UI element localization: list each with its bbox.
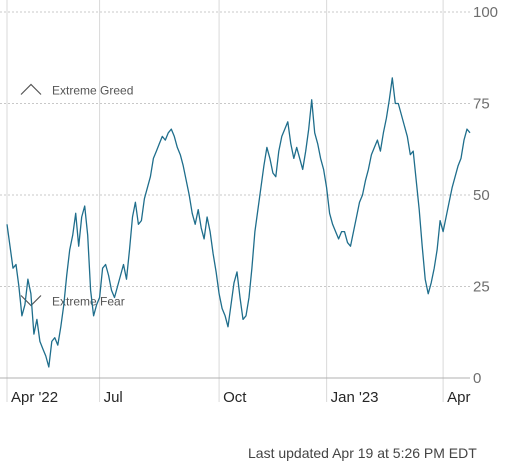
x-tick-label: Jan '23	[331, 389, 379, 406]
zone-annotation: Extreme Fear	[20, 295, 125, 309]
y-tick-label: 50	[473, 187, 490, 204]
x-tick-label: Apr '22	[11, 389, 58, 406]
grid-lines	[0, 0, 470, 402]
x-tick-label: Oct	[223, 389, 247, 406]
chevron-up-icon	[20, 83, 42, 95]
zone-label: Extreme Greed	[52, 84, 133, 98]
zone-label: Extreme Fear	[52, 295, 125, 309]
y-tick-label: 25	[473, 279, 490, 296]
series-line	[6, 77, 471, 368]
zone-annotations: Extreme Greed Extreme Fear	[20, 83, 133, 309]
x-tick-label: Jul	[104, 389, 123, 406]
chevron-down-icon	[20, 295, 42, 307]
x-axis-ticks: Apr '22 Jul Oct Jan '23 Apr	[11, 389, 470, 406]
zone-annotation: Extreme Greed	[20, 83, 133, 98]
x-tick-label: Apr	[447, 389, 470, 406]
y-axis-ticks: 0 25 50 75 100	[473, 4, 498, 387]
fear-greed-chart: Extreme Greed Extreme Fear 0 25 50 75 100 Apr…	[0, 0, 498, 406]
y-tick-label: 100	[473, 4, 498, 21]
y-tick-label: 0	[473, 370, 481, 387]
last-updated-text: Last updated Apr 19 at 5:26 PM EDT	[248, 445, 477, 461]
y-tick-label: 75	[473, 96, 490, 113]
